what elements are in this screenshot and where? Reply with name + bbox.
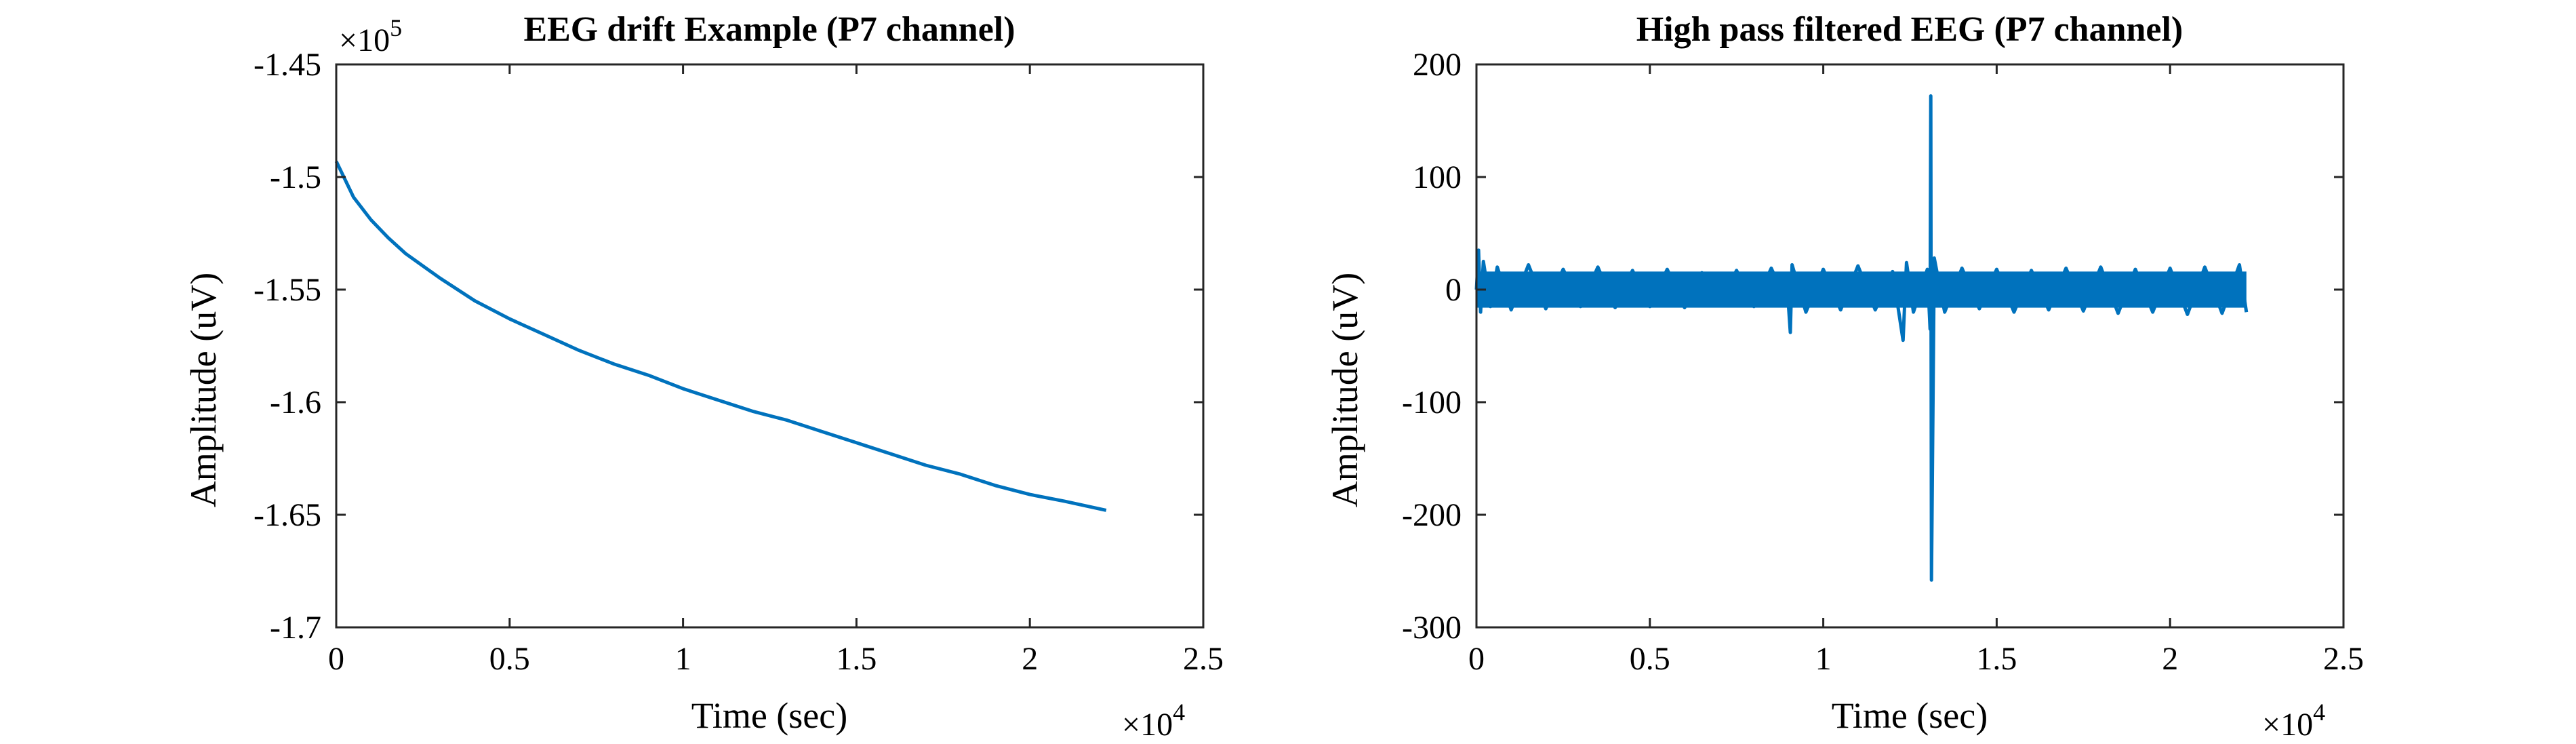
x-tick-label: 1 — [675, 641, 691, 677]
y-tick-label: 200 — [1413, 47, 1462, 83]
series-line — [334, 160, 1107, 512]
x-tick-label: 2 — [2162, 641, 2178, 677]
y-tick-label: -1.55 — [254, 272, 321, 308]
x-multiplier-base: ×10 — [1122, 707, 1173, 743]
y-tick-label: -1.65 — [254, 497, 321, 533]
ticks-layer: 0 0.5 1 1.5 2 2.5 -1.7 -1.65 -1.6 -1.55 -1.5 -1.45 — [254, 47, 1224, 677]
x-tick-label: 2.5 — [2323, 641, 2364, 677]
y-axis-label: Amplitude (uV) — [183, 273, 224, 507]
x-tick-label: 1 — [1815, 641, 1832, 677]
y-multiplier-exponent: 5 — [390, 14, 402, 41]
y-tick-label: -100 — [1402, 385, 1462, 420]
x-multiplier: ×104 — [1122, 699, 1185, 743]
y-tick-label: 0 — [1445, 272, 1462, 308]
x-multiplier: ×104 — [2262, 699, 2325, 743]
series-layer — [1474, 94, 2249, 582]
x-multiplier-base: ×10 — [2262, 707, 2313, 743]
y-tick-label: -1.45 — [254, 47, 321, 83]
y-tick-label: 100 — [1413, 159, 1462, 195]
series-layer — [334, 160, 1107, 512]
y-tick-label: -200 — [1402, 497, 1462, 533]
x-multiplier-exponent: 4 — [1173, 699, 1185, 726]
x-tick-label: 2 — [1022, 641, 1038, 677]
filtered-chart: High pass filtered EEG (P7 channel) 0 0.5… — [1325, 10, 2364, 743]
x-tick-label: 0.5 — [1630, 641, 1670, 677]
x-tick-label: 0 — [1468, 641, 1485, 677]
x-axis-label: Time (sec) — [1832, 695, 1988, 736]
y-tick-label: -1.7 — [270, 610, 321, 646]
chart-title: High pass filtered EEG (P7 channel) — [1636, 10, 2183, 49]
axes-box — [1475, 63, 2345, 629]
noise-band — [1476, 271, 2247, 308]
x-axis-label: Time (sec) — [691, 695, 847, 736]
chart-title: EEG drift Example (P7 channel) — [523, 10, 1015, 49]
x-tick-label: 0.5 — [489, 641, 530, 677]
y-tick-label: -1.6 — [270, 385, 321, 420]
y-tick-label: -1.5 — [270, 159, 321, 195]
x-tick-label: 2.5 — [1183, 641, 1224, 677]
y-multiplier: ×105 — [339, 14, 402, 58]
y-axis-label: Amplitude (uV) — [1325, 273, 1365, 507]
y-multiplier-base: ×10 — [339, 22, 390, 58]
y-tick-label: -300 — [1402, 610, 1462, 646]
x-multiplier-exponent: 4 — [2313, 699, 2325, 726]
axes-box — [335, 63, 1205, 629]
x-tick-label: 1.5 — [836, 641, 877, 677]
x-tick-label: 0 — [328, 641, 344, 677]
drift-chart: EEG drift Example (P7 channel) 0 0.5 1 1.5 2… — [183, 10, 1224, 743]
x-tick-label: 1.5 — [1976, 641, 2017, 677]
ticks-layer: 0 0.5 1 1.5 2 2.5 -300 -200 -100 0 100 200 — [1402, 47, 2364, 677]
